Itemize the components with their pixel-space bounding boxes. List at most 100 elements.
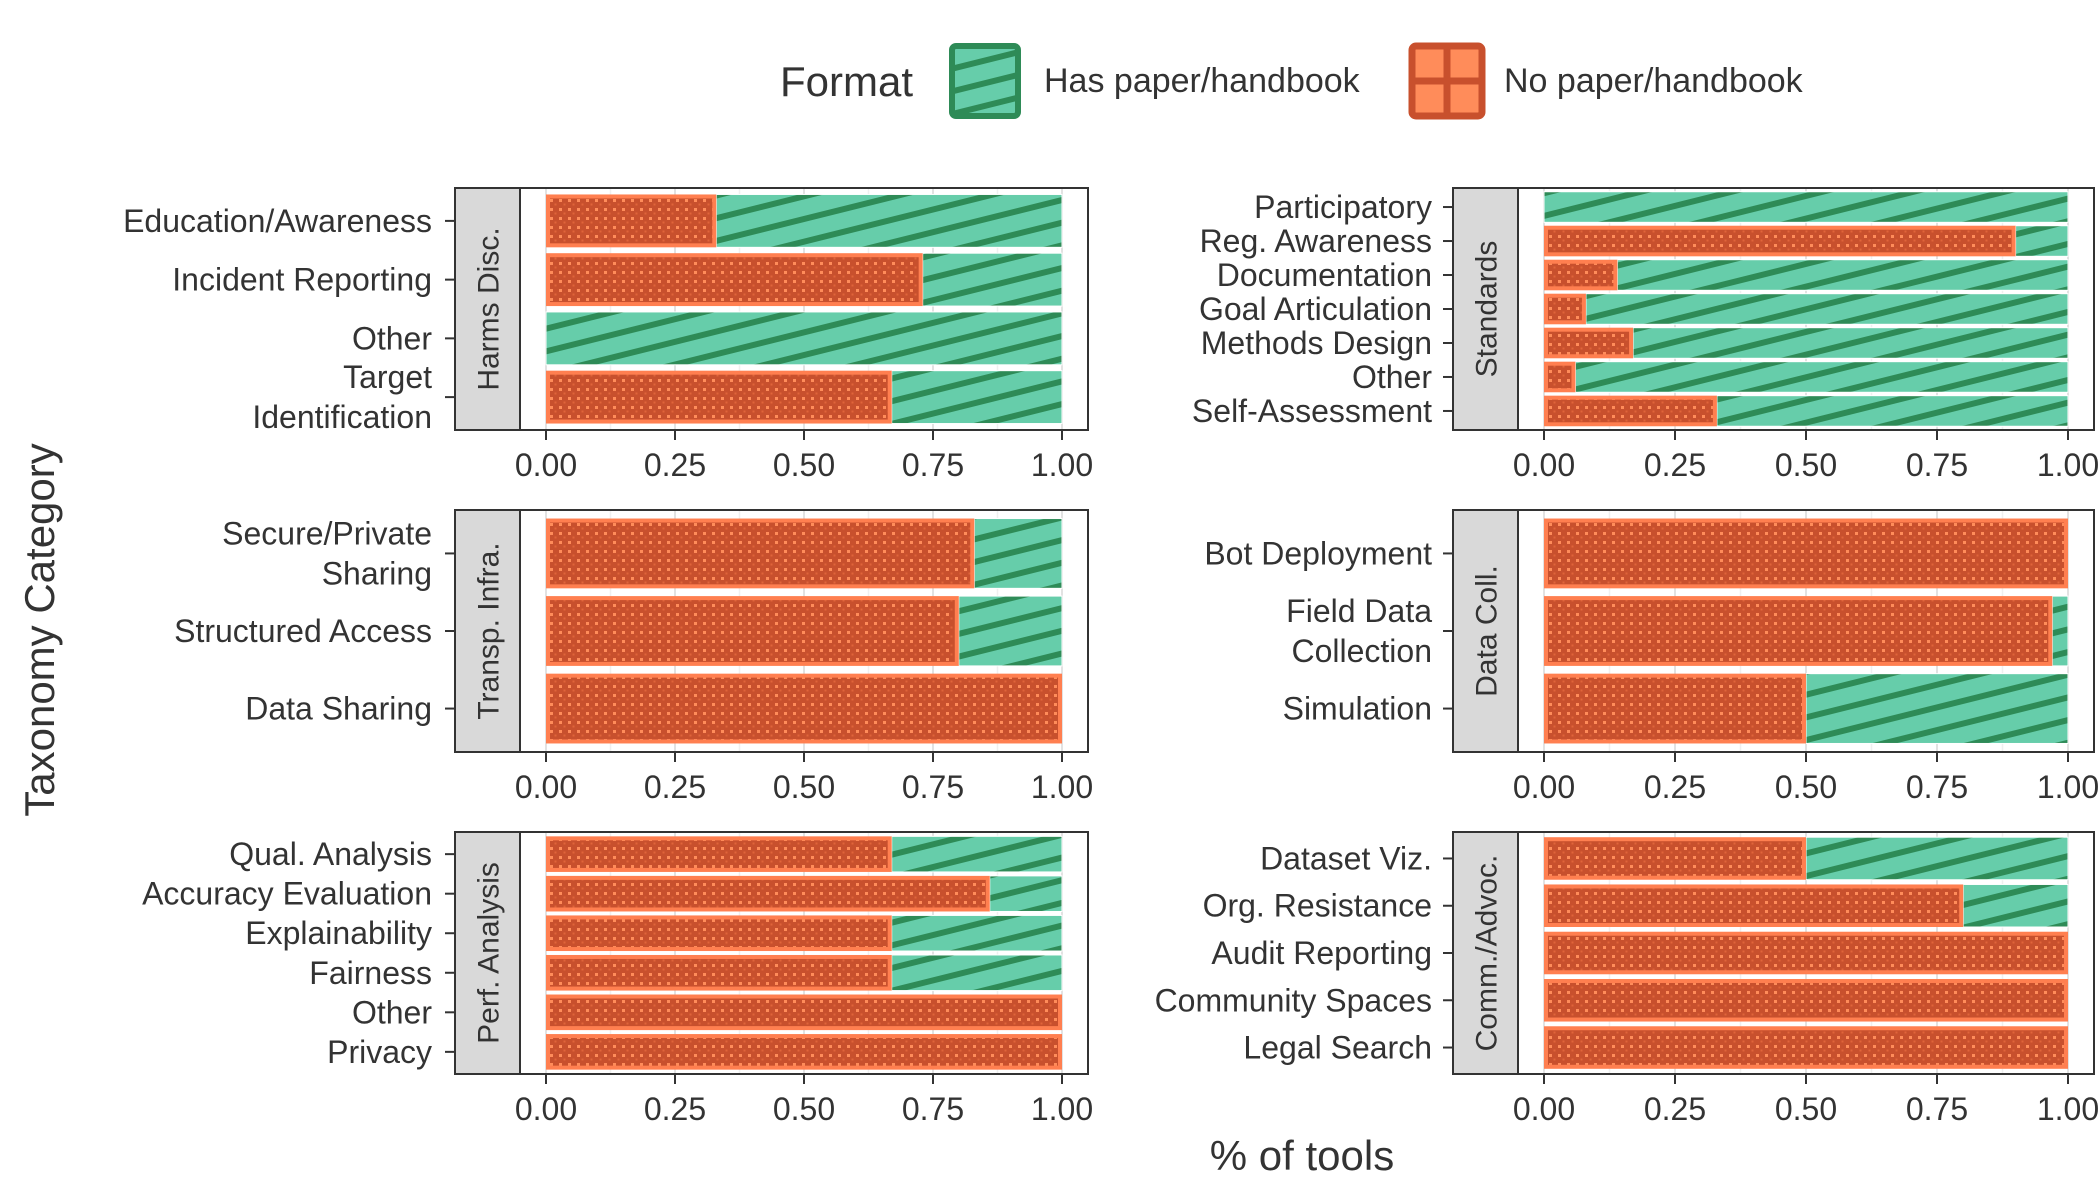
bar-no-paper-handbook (546, 875, 990, 912)
bar-no-paper-handbook (546, 836, 892, 872)
facet-strip-label: Data Coll. (1471, 565, 1504, 697)
bar-no-paper-handbook (546, 253, 923, 307)
category-label: Data Sharing (245, 691, 432, 727)
x-tick-label: 0.50 (1775, 447, 1837, 483)
category-label: Self-Assessment (1192, 393, 1432, 429)
bar-no-paper-handbook (546, 596, 959, 666)
legend-title: Format (780, 58, 913, 105)
category-label: Secure/Private (222, 515, 432, 551)
category-label: Audit Reporting (1211, 935, 1432, 971)
bar-no-paper-handbook (1544, 259, 1618, 291)
facet-strip (1452, 509, 1519, 753)
facet-panel: Qual. Analysis Accuracy EvaluationExplain… (142, 831, 1093, 1127)
x-tick-label: 0.75 (902, 447, 964, 483)
x-tick-label: 0.25 (1644, 447, 1706, 483)
bar-has-paper-handbook (1632, 327, 2069, 359)
x-tick-label: 1.00 (1031, 769, 1093, 805)
x-tick-label: 0.25 (644, 769, 706, 805)
category-label: Incident Reporting (172, 262, 432, 298)
bar-has-paper-handbook (1543, 191, 2069, 223)
category-label: Simulation (1283, 691, 1432, 727)
x-tick-label: 0.25 (1644, 1091, 1706, 1127)
category-label: Field Data (1286, 593, 1432, 629)
bar-has-paper-handbook (545, 311, 1063, 366)
x-tick-label: 0.50 (1775, 769, 1837, 805)
bar-has-paper-handbook (958, 595, 1063, 667)
category-label: Structured Access (174, 613, 432, 649)
x-tick-label: 0.00 (1513, 1091, 1575, 1127)
bar-has-paper-handbook (922, 252, 1063, 307)
category-label: Reg. Awareness (1200, 223, 1432, 259)
category-label: Fairness (309, 955, 432, 991)
facet-panel: Secure/Private Sharing Structured Access Da… (174, 509, 1093, 805)
bar-no-paper-handbook (1544, 837, 1806, 880)
facet-strip-label: Harms Disc. (473, 227, 506, 390)
x-tick-label: 0.50 (1775, 1091, 1837, 1127)
facet-strip-label: Comm./Advoc. (1471, 855, 1504, 1052)
bar-has-paper-handbook (891, 370, 1063, 425)
bar-has-paper-handbook (891, 954, 1063, 992)
x-tick-label: 0.00 (515, 769, 577, 805)
facet-panel: Bot Deployment Field Data Collection Simula… (1204, 509, 2099, 805)
facet-strip (1452, 831, 1519, 1075)
bar-no-paper-handbook (1544, 1026, 2068, 1069)
x-tick-label: 0.75 (902, 1091, 964, 1127)
bar-has-paper-handbook (1805, 673, 2069, 744)
category-label: Goal Articulation (1199, 291, 1432, 327)
facet-strip (454, 831, 521, 1075)
bar-no-paper-handbook (1544, 293, 1586, 325)
category-label: Bot Deployment (1204, 535, 1432, 571)
facet-strip (1452, 187, 1519, 431)
x-axis-title: % of tools (1210, 1132, 1394, 1179)
x-tick-label: 0.50 (773, 769, 835, 805)
x-tick-label: 0.00 (515, 1091, 577, 1127)
legend-label-no-paper: No paper/handbook (1504, 62, 1804, 100)
bar-no-paper-handbook (546, 954, 892, 991)
bar-has-paper-handbook (1805, 836, 2069, 881)
x-tick-label: 0.75 (1906, 447, 1968, 483)
bar-no-paper-handbook (1544, 596, 2053, 666)
category-label: Other (352, 320, 432, 356)
category-label: Collection (1291, 633, 1432, 669)
x-tick-label: 0.50 (773, 1091, 835, 1127)
legend-key-has-paper (949, 43, 1021, 119)
category-label: Legal Search (1243, 1030, 1432, 1066)
bar-no-paper-handbook (546, 1034, 1062, 1070)
bar-no-paper-handbook (546, 194, 717, 248)
category-label: Explainability (245, 915, 432, 951)
bar-has-paper-handbook (1585, 293, 2069, 325)
x-tick-label: 1.00 (2037, 769, 2099, 805)
x-tick-label: 0.25 (644, 1091, 706, 1127)
bar-no-paper-handbook (1544, 518, 2068, 589)
facet-panel: Dataset Viz. Org. Resistance Audit Reporti… (1155, 831, 2099, 1127)
x-tick-label: 0.25 (644, 447, 706, 483)
bar-has-paper-handbook (1574, 361, 2069, 393)
category-label: Education/Awareness (123, 203, 432, 239)
bar-no-paper-handbook (546, 673, 1062, 744)
category-label: Other (352, 994, 432, 1030)
bar-no-paper-handbook (1544, 673, 1806, 744)
bar-has-paper-handbook (973, 518, 1063, 589)
legend-key-no-paper (1408, 42, 1486, 120)
x-tick-label: 0.00 (1513, 447, 1575, 483)
bar-has-paper-handbook (1716, 395, 2069, 427)
bar-no-paper-handbook (546, 915, 892, 952)
category-label: Dataset Viz. (1260, 840, 1432, 876)
bar-has-paper-handbook (891, 835, 1063, 873)
facet-panel: Education/Awareness Incident Reporting Oth… (123, 187, 1093, 483)
x-tick-label: 0.50 (773, 447, 835, 483)
bar-has-paper-handbook (891, 914, 1063, 952)
bar-no-paper-handbook (546, 370, 892, 424)
x-tick-label: 0.75 (902, 769, 964, 805)
category-label: Identification (252, 399, 432, 435)
facet-strip-label: Perf. Analysis (473, 862, 506, 1044)
bar-has-paper-handbook (989, 875, 1063, 912)
bar-no-paper-handbook (1544, 395, 1717, 427)
bar-no-paper-handbook (1544, 327, 1634, 359)
bar-has-paper-handbook (1962, 883, 2069, 928)
category-label: Other (1352, 359, 1432, 395)
x-tick-label: 1.00 (2037, 447, 2099, 483)
bar-no-paper-handbook (1544, 225, 2016, 257)
